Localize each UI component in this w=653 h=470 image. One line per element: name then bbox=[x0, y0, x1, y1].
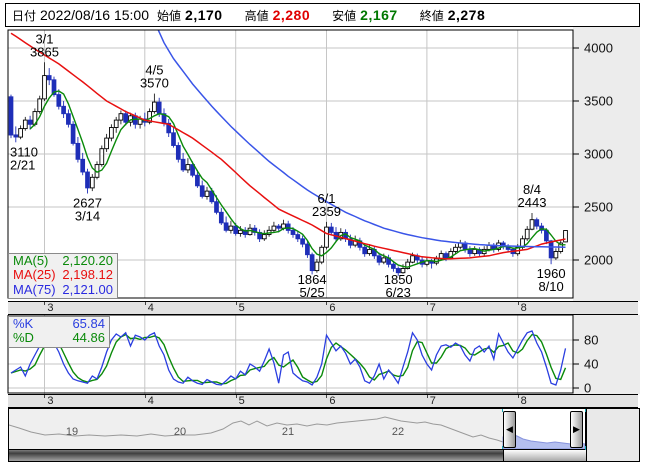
close-label: 終値 bbox=[419, 8, 444, 23]
scroll-right-icon: ▶ bbox=[573, 424, 580, 434]
x-axis-month-label: 5 bbox=[238, 395, 245, 407]
svg-text:3110: 3110 bbox=[10, 144, 38, 159]
ma25-label: MA(25) bbox=[13, 267, 56, 283]
month-tick bbox=[44, 395, 46, 398]
svg-text:80: 80 bbox=[584, 333, 598, 348]
svg-text:6/1: 6/1 bbox=[317, 191, 335, 206]
d-label: %D bbox=[13, 330, 34, 346]
x-axis-month-label: 8 bbox=[520, 395, 527, 407]
svg-text:1960: 1960 bbox=[537, 266, 566, 281]
month-tick bbox=[235, 302, 237, 305]
month-tick bbox=[326, 302, 328, 305]
ma5-row: MA(5) 2,120.20 bbox=[9, 253, 117, 268]
svg-text:5/25: 5/25 bbox=[299, 285, 324, 300]
open-label: 始値 bbox=[157, 8, 182, 23]
svg-text:4/5: 4/5 bbox=[145, 63, 163, 78]
svg-text:8/4: 8/4 bbox=[523, 182, 541, 197]
navigator-sparkline bbox=[8, 409, 586, 450]
x-axis-month-label: 7 bbox=[429, 302, 436, 314]
svg-text:3500: 3500 bbox=[584, 94, 613, 109]
svg-text:2627: 2627 bbox=[73, 196, 102, 211]
svg-text:4000: 4000 bbox=[584, 41, 613, 56]
date-label: 日付 bbox=[12, 8, 37, 23]
x-axis-month-label: 4 bbox=[147, 302, 154, 314]
stochastic-legend: %K 65.84 %D 44.86 bbox=[8, 316, 110, 348]
open-value: 2,170 bbox=[185, 7, 223, 23]
svg-text:8/10: 8/10 bbox=[538, 279, 563, 294]
month-tick bbox=[517, 395, 519, 398]
svg-text:3000: 3000 bbox=[584, 147, 613, 162]
high-value: 2,280 bbox=[272, 7, 311, 23]
svg-text:2443: 2443 bbox=[518, 195, 547, 210]
range-navigator[interactable]: ◀ ▶ 19 20 21 22 bbox=[8, 408, 587, 462]
navigator-year-label: 21 bbox=[281, 426, 295, 438]
d-row: %D 44.86 bbox=[9, 330, 109, 346]
x-axis-months-top: 3 4 5 6 7 8 bbox=[8, 301, 638, 315]
svg-text:2/21: 2/21 bbox=[10, 157, 35, 172]
scroll-left-icon: ◀ bbox=[506, 424, 513, 434]
svg-text:3570: 3570 bbox=[140, 76, 169, 91]
high-label: 高値 bbox=[244, 8, 269, 23]
navigator-year-label: 22 bbox=[391, 426, 405, 438]
svg-text:2000: 2000 bbox=[584, 253, 613, 268]
k-row: %K 65.84 bbox=[9, 316, 109, 331]
svg-text:0: 0 bbox=[584, 381, 591, 395]
svg-text:3/14: 3/14 bbox=[75, 209, 100, 224]
x-axis-month-label: 5 bbox=[238, 302, 245, 314]
x-axis-months-bottom: 3 4 5 6 7 8 bbox=[8, 394, 638, 408]
svg-text:1850: 1850 bbox=[384, 272, 413, 287]
ma5-value: 2,120.20 bbox=[62, 253, 113, 268]
ma75-row: MA(75) 2,121.00 bbox=[9, 281, 117, 297]
k-label: %K bbox=[13, 316, 34, 331]
quote-header: 日付 2022/08/16 15:00 始値 2,170 高値 2,280 安値… bbox=[5, 3, 640, 27]
month-tick bbox=[144, 302, 146, 305]
svg-text:6/23: 6/23 bbox=[386, 285, 411, 300]
month-tick bbox=[235, 395, 237, 398]
svg-text:2359: 2359 bbox=[312, 204, 341, 219]
selection-edge-tick bbox=[502, 446, 503, 450]
x-axis-month-label: 7 bbox=[429, 395, 436, 407]
x-axis-month-label: 6 bbox=[329, 395, 336, 407]
low-value: 2,167 bbox=[360, 7, 398, 23]
close-value: 2,278 bbox=[447, 7, 486, 23]
svg-text:40: 40 bbox=[584, 357, 598, 372]
x-axis-month-label: 3 bbox=[47, 302, 54, 314]
x-axis-month-label: 8 bbox=[520, 302, 527, 314]
month-tick bbox=[144, 395, 146, 398]
d-value: 44.86 bbox=[72, 330, 105, 346]
corner-panel bbox=[586, 408, 640, 462]
selection-edge-tick bbox=[502, 409, 503, 412]
month-tick bbox=[426, 302, 428, 305]
x-axis-month-label: 3 bbox=[47, 395, 54, 407]
selection-edge-tick bbox=[585, 409, 586, 412]
x-axis-month-label: 6 bbox=[329, 302, 336, 314]
x-axis-month-label: 4 bbox=[147, 395, 154, 407]
range-right-handle[interactable]: ▶ bbox=[570, 411, 583, 448]
ma75-value: 2,121.00 bbox=[62, 281, 113, 297]
month-tick bbox=[517, 302, 519, 305]
svg-text:3/1: 3/1 bbox=[35, 31, 53, 46]
range-left-handle[interactable]: ◀ bbox=[503, 411, 516, 448]
scrollbar-thumb[interactable] bbox=[503, 450, 587, 461]
navigator-year-label: 19 bbox=[65, 426, 79, 438]
ma-legend: MA(5) 2,120.20 MA(25) 2,198.12 MA(75) 2,… bbox=[8, 253, 118, 299]
scrollbar-track[interactable] bbox=[9, 450, 503, 461]
low-label: 安値 bbox=[332, 8, 357, 23]
ma25-row: MA(25) 2,198.12 bbox=[9, 267, 117, 283]
month-tick bbox=[44, 302, 46, 305]
stock-chart-widget: 日付 2022/08/16 15:00 始値 2,170 高値 2,280 安値… bbox=[5, 3, 640, 462]
date-value: 2022/08/16 15:00 bbox=[40, 7, 150, 23]
selection-edge-tick bbox=[585, 446, 586, 450]
svg-text:2500: 2500 bbox=[584, 200, 613, 215]
navigator-year-label: 20 bbox=[173, 426, 187, 438]
svg-text:1864: 1864 bbox=[298, 272, 327, 287]
k-value: 65.84 bbox=[72, 316, 105, 331]
month-tick bbox=[426, 395, 428, 398]
svg-text:3865: 3865 bbox=[30, 44, 59, 59]
month-tick bbox=[326, 395, 328, 398]
ma75-label: MA(75) bbox=[13, 281, 56, 297]
ma5-label: MA(5) bbox=[13, 253, 49, 268]
horizontal-scrollbar[interactable] bbox=[9, 449, 587, 461]
ma25-value: 2,198.12 bbox=[62, 267, 113, 283]
